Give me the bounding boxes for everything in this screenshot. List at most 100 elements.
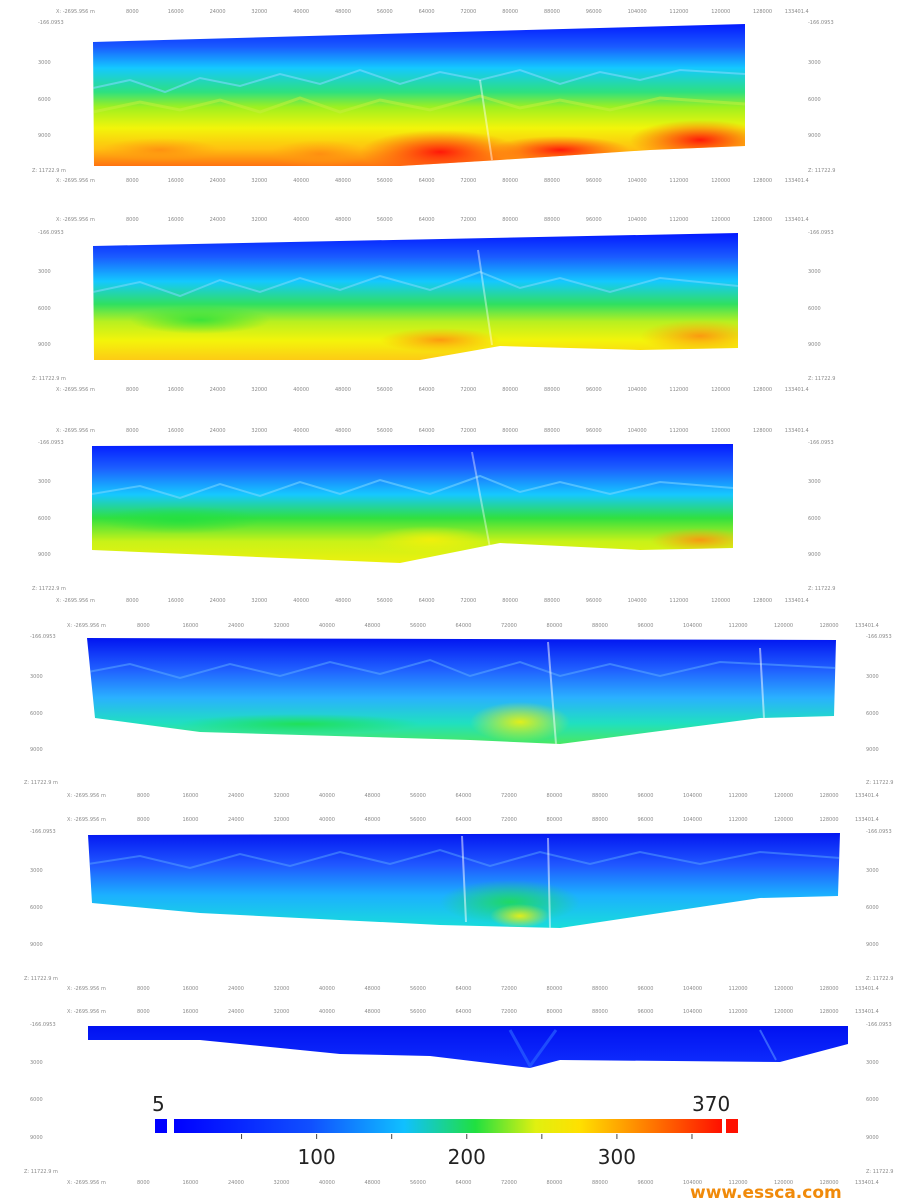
z-tick-label-right: -166.0953 xyxy=(808,230,834,236)
z-tick-label-right: 9000 xyxy=(866,747,879,753)
x-tick-label: 32000 xyxy=(274,623,290,629)
colorbar-ticks: 100 200 300 xyxy=(241,1134,693,1169)
x-tick-label: 24000 xyxy=(228,986,244,992)
x-tick-label: 8000 xyxy=(126,387,139,393)
z-tick-label-right: 6000 xyxy=(866,905,879,911)
colorbar: 100 200 300 5 370 xyxy=(152,1092,738,1169)
z-tick-label-right: -166.0953 xyxy=(866,829,892,835)
x-tick-label: 72000 xyxy=(460,428,476,434)
x-start-label: X: -2695.956 m xyxy=(67,623,106,629)
x-tick-label: 128000 xyxy=(753,217,772,223)
z-tick-label-left: 3000 xyxy=(30,1060,43,1066)
x-tick-label: 64000 xyxy=(456,986,472,992)
x-tick-label: 104000 xyxy=(628,387,647,393)
z-tick-label-left: 3000 xyxy=(38,60,51,66)
x-tick-label: 56000 xyxy=(410,623,426,629)
x-tick-label: 88000 xyxy=(592,623,608,629)
x-tick-label: 40000 xyxy=(319,623,335,629)
x-tick-label: 56000 xyxy=(410,986,426,992)
x-tick-label: 48000 xyxy=(365,623,381,629)
x-tick-label: 16000 xyxy=(168,598,184,604)
z-tick-label-left: 3000 xyxy=(30,868,43,874)
x-tick-label: 120000 xyxy=(774,986,793,992)
z-tick-label-left: 3000 xyxy=(38,269,51,275)
axis-labels: X: -2695.956 m 8000 16000 24000 32000 40000 48… xyxy=(24,9,893,1186)
x-tick-label: 104000 xyxy=(628,9,647,15)
x-tick-label: 80000 xyxy=(502,387,518,393)
x-tick-label: 104000 xyxy=(683,1180,702,1186)
x-tick-label: 24000 xyxy=(228,793,244,799)
z-tick-label-left: 6000 xyxy=(30,905,43,911)
x-tick-label: 72000 xyxy=(501,793,517,799)
x-tick-label: 104000 xyxy=(628,217,647,223)
x-end-label: 133401.4 xyxy=(785,598,809,604)
x-start-label: X: -2695.956 m xyxy=(67,793,106,799)
z-bottom-label-right: Z: 11722.9 xyxy=(866,976,893,982)
x-end-label: 133401.4 xyxy=(855,817,879,823)
x-tick-label: 96000 xyxy=(638,623,654,629)
x-tick-label: 56000 xyxy=(377,9,393,15)
x-tick-label: 32000 xyxy=(274,986,290,992)
z-bottom-label-left: Z: 11722.9 m xyxy=(24,780,58,786)
x-tick-label: 88000 xyxy=(592,817,608,823)
section-panel-3 xyxy=(92,444,733,563)
x-tick-label: 112000 xyxy=(729,986,748,992)
x-tick-label: 96000 xyxy=(586,217,602,223)
x-tick-label: 128000 xyxy=(820,986,839,992)
x-tick-label: 120000 xyxy=(774,1180,793,1186)
z-bottom-label-right: Z: 11722.9 xyxy=(808,586,835,592)
z-tick-label-right: -166.0953 xyxy=(866,634,892,640)
x-start-label: X: -2695.956 m xyxy=(56,9,95,15)
x-tick-label: 16000 xyxy=(183,623,199,629)
x-tick-label: 8000 xyxy=(137,986,150,992)
x-tick-label: 128000 xyxy=(820,1180,839,1186)
x-tick-label: 104000 xyxy=(683,793,702,799)
x-tick-label: 72000 xyxy=(460,178,476,184)
x-end-label: 133401.4 xyxy=(855,986,879,992)
x-tick-label: 40000 xyxy=(293,598,309,604)
x-tick-label: 88000 xyxy=(592,986,608,992)
z-tick-label-left: -166.0953 xyxy=(38,230,64,236)
x-tick-label: 32000 xyxy=(251,598,267,604)
x-tick-label: 104000 xyxy=(683,817,702,823)
x-tick-label: 104000 xyxy=(683,986,702,992)
x-tick-label: 64000 xyxy=(419,217,435,223)
x-tick-label: 16000 xyxy=(183,817,199,823)
x-end-label: 133401.4 xyxy=(855,1180,879,1186)
z-tick-label-left: 6000 xyxy=(30,711,43,717)
x-tick-label: 104000 xyxy=(683,623,702,629)
x-tick-label: 56000 xyxy=(410,817,426,823)
x-tick-label: 112000 xyxy=(729,793,748,799)
x-tick-label: 64000 xyxy=(456,1180,472,1186)
x-tick-label: 40000 xyxy=(319,793,335,799)
x-tick-label: 64000 xyxy=(419,387,435,393)
z-tick-label-right: 3000 xyxy=(866,674,879,680)
x-tick-label: 16000 xyxy=(183,1009,199,1015)
x-tick-label: 88000 xyxy=(544,178,560,184)
x-tick-label: 8000 xyxy=(126,178,139,184)
z-tick-label-left: 6000 xyxy=(30,1097,43,1103)
x-tick-label: 72000 xyxy=(460,598,476,604)
x-tick-label: 56000 xyxy=(377,598,393,604)
x-tick-label: 80000 xyxy=(502,598,518,604)
x-tick-label: 64000 xyxy=(419,9,435,15)
x-tick-label: 56000 xyxy=(410,1009,426,1015)
x-tick-label: 72000 xyxy=(460,9,476,15)
x-start-label: X: -2695.956 m xyxy=(56,387,95,393)
x-tick-label: 104000 xyxy=(628,598,647,604)
x-tick-label: 40000 xyxy=(319,986,335,992)
z-tick-label-left: 9000 xyxy=(38,133,51,139)
x-tick-label: 16000 xyxy=(168,217,184,223)
x-tick-label: 120000 xyxy=(711,9,730,15)
x-tick-label: 96000 xyxy=(586,9,602,15)
x-tick-label: 32000 xyxy=(251,178,267,184)
x-tick-label: 32000 xyxy=(251,9,267,15)
x-tick-label: 128000 xyxy=(820,623,839,629)
x-tick-label: 80000 xyxy=(547,793,563,799)
x-tick-label: 8000 xyxy=(137,817,150,823)
x-tick-label: 72000 xyxy=(501,1009,517,1015)
z-tick-label-right: 9000 xyxy=(866,1135,879,1141)
x-tick-label: 128000 xyxy=(820,1009,839,1015)
x-tick-label: 24000 xyxy=(210,387,226,393)
